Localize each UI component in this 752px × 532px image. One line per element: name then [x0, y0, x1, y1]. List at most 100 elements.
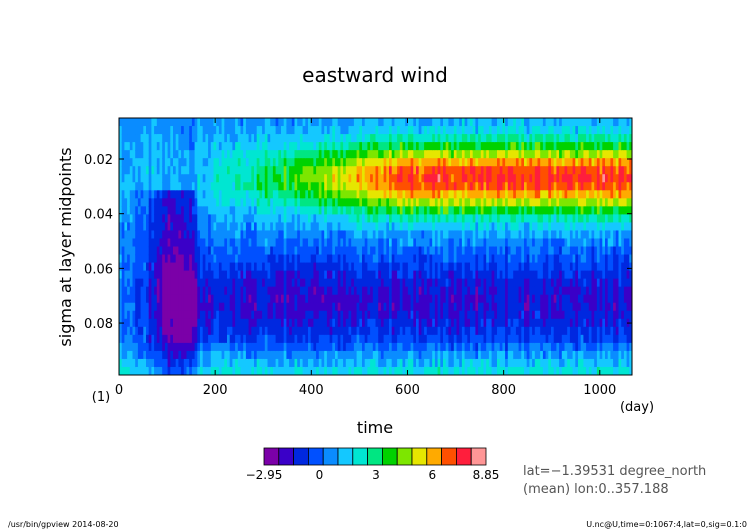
- heatmap-cell: [399, 158, 404, 167]
- heatmap-cell: [413, 286, 417, 296]
- heatmap-cell: [245, 182, 250, 191]
- heatmap-cell: [348, 302, 352, 312]
- heatmap-cell: [345, 134, 350, 143]
- heatmap-cell: [156, 230, 161, 240]
- heatmap-cell: [399, 118, 404, 127]
- heatmap-cell: [197, 294, 201, 304]
- heatmap-cell: [515, 342, 520, 352]
- heatmap-cell: [370, 230, 374, 240]
- heatmap-cell: [475, 270, 479, 280]
- heatmap-cell: [146, 182, 150, 191]
- heatmap-cell: [510, 334, 514, 344]
- heatmap-cell: [297, 278, 301, 288]
- heatmap-cell: [275, 142, 279, 151]
- heatmap-cell: [210, 334, 215, 344]
- heatmap-cell: [397, 182, 401, 191]
- heatmap-cell: [480, 150, 485, 159]
- heatmap-cell: [324, 326, 328, 336]
- heatmap-cell: [281, 270, 285, 280]
- heatmap-cell: [399, 126, 404, 135]
- heatmap-cell: [464, 238, 468, 248]
- heatmap-cell: [210, 302, 215, 312]
- heatmap-cell: [416, 318, 420, 328]
- heatmap-cell: [432, 182, 436, 191]
- heatmap-cell: [286, 358, 290, 368]
- heatmap-cell: [448, 278, 452, 288]
- heatmap-cell: [289, 190, 293, 199]
- heatmap-cell: [494, 302, 498, 312]
- heatmap-cell: [413, 326, 417, 336]
- heatmap-cell: [340, 334, 344, 344]
- heatmap-cell: [262, 198, 266, 207]
- heatmap-cell: [216, 134, 220, 143]
- heatmap-cell: [213, 166, 217, 175]
- heatmap-cell: [394, 254, 398, 264]
- heatmap-cell: [310, 366, 314, 375]
- heatmap-cell: [351, 270, 355, 280]
- heatmap-cell: [386, 262, 390, 272]
- heatmap-cell: [148, 174, 152, 183]
- heatmap-cell: [491, 326, 495, 336]
- heatmap-cell: [426, 286, 431, 296]
- heatmap-cell: [175, 190, 179, 199]
- heatmap-cell: [135, 318, 139, 328]
- heatmap-cell: [173, 182, 177, 191]
- heatmap-cell: [480, 254, 485, 264]
- heatmap-cell: [321, 326, 325, 336]
- heatmap-cell: [143, 350, 147, 360]
- heatmap-cell: [229, 166, 233, 175]
- heatmap-cell: [386, 206, 390, 215]
- heatmap-cell: [154, 150, 158, 159]
- heatmap-cell: [383, 310, 387, 320]
- heatmap-cell: [229, 350, 233, 360]
- heatmap-cell: [499, 310, 503, 320]
- heatmap-cell: [405, 174, 409, 183]
- heatmap-cell: [510, 142, 514, 151]
- heatmap-cell: [526, 142, 530, 151]
- heatmap-cell: [146, 342, 150, 352]
- heatmap-cell: [321, 118, 325, 127]
- heatmap-cell: [332, 310, 336, 320]
- heatmap-cell: [302, 270, 306, 280]
- heatmap-cell: [167, 158, 171, 167]
- heatmap-cell: [440, 134, 444, 143]
- heatmap-cell: [483, 158, 487, 167]
- heatmap-cell: [272, 246, 277, 256]
- heatmap-cell: [194, 166, 198, 175]
- heatmap-cell: [178, 302, 182, 312]
- heatmap-cell: [453, 326, 458, 336]
- heatmap-cell: [162, 166, 166, 175]
- heatmap-cell: [434, 182, 439, 191]
- heatmap-cell: [259, 158, 263, 167]
- heatmap-cell: [224, 294, 228, 304]
- heatmap-cell: [256, 142, 260, 151]
- heatmap-cell: [316, 158, 320, 167]
- heatmap-cell: [162, 254, 166, 264]
- heatmap-cell: [297, 166, 301, 175]
- heatmap-cell: [254, 126, 258, 135]
- heatmap-cell: [537, 174, 541, 183]
- heatmap-cell: [119, 262, 123, 272]
- heatmap-cell: [272, 294, 277, 304]
- heatmap-cell: [194, 206, 198, 215]
- heatmap-cell: [270, 166, 274, 175]
- heatmap-cell: [256, 310, 260, 320]
- heatmap-cell: [213, 222, 217, 232]
- heatmap-cell: [470, 366, 474, 375]
- heatmap-cell: [470, 302, 474, 312]
- heatmap-cell: [416, 310, 420, 320]
- heatmap-cell: [526, 342, 530, 352]
- heatmap-cell: [291, 198, 296, 207]
- heatmap-cell: [272, 342, 277, 352]
- heatmap-cell: [413, 190, 417, 199]
- heatmap-cell: [437, 174, 441, 183]
- heatmap-cell: [318, 318, 323, 328]
- heatmap-cell: [421, 246, 425, 256]
- heatmap-cell: [310, 342, 314, 352]
- heatmap-cell: [189, 190, 193, 199]
- heatmap-cell: [297, 174, 301, 183]
- heatmap-cell: [164, 254, 169, 264]
- heatmap-cell: [175, 326, 179, 336]
- heatmap-cell: [318, 198, 323, 207]
- heatmap-cell: [302, 206, 306, 215]
